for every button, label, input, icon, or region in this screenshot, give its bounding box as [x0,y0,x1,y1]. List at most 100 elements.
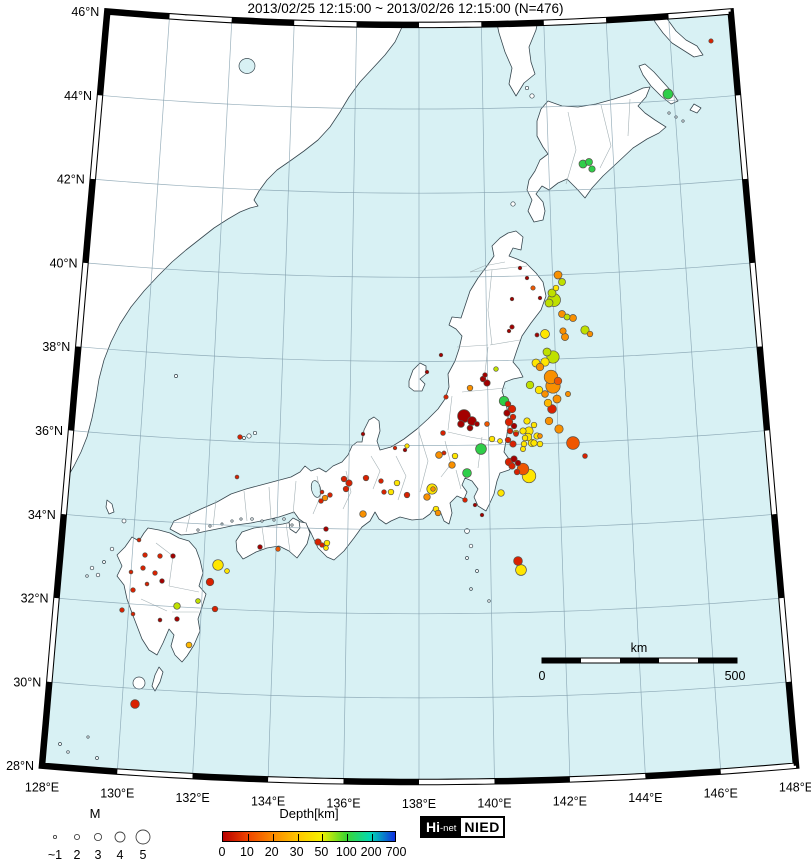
depth-bar-tick [372,834,374,841]
latitude-label: 36°N [35,424,63,438]
earthquake-marker [508,462,516,470]
depth-tick-label: 100 [335,845,357,859]
earthquake-marker [544,416,554,426]
depth-bar-tick [272,834,274,841]
earthquake-marker [708,38,714,44]
magnitude-size-sample [52,834,58,840]
earthquake-marker [488,435,496,443]
depth-legend-label: Depth[km] [279,806,339,821]
earthquake-marker [530,421,538,429]
depth-tick-label: 200 [360,845,382,859]
earthquake-marker [275,546,281,552]
latitude-label: 32°N [21,592,49,606]
earthquake-marker [381,489,387,495]
earthquake-marker [514,459,522,467]
longitude-label: 142°E [553,794,587,808]
depth-tick-label: 30 [289,845,304,859]
earthquake-marker [157,617,163,623]
earthquake-marker [513,431,519,437]
earthquake-marker [462,468,472,478]
earthquake-marker [503,409,511,417]
earthquake-marker [510,422,518,430]
scale-bar-unit: km [631,641,648,655]
earthquake-marker [544,298,554,308]
earthquake-marker [170,553,176,559]
earthquake-marker [563,313,571,321]
earthquake-marker [474,421,480,427]
earthquake-marker [448,461,456,469]
earthquake-marker [537,433,543,439]
earthquake-marker [504,436,512,444]
earthquake-marker [130,611,136,617]
earthquake-marker [559,327,567,335]
latitude-label: 44°N [64,89,92,103]
magnitude-size-sample [114,831,126,843]
earthquake-marker [553,270,563,280]
earthquake-marker [566,436,580,450]
depth-tick-label: 20 [264,845,279,859]
earthquake-marker [128,569,134,575]
earthquake-marker [466,424,474,432]
magnitude-legend-label: M [89,806,101,821]
earthquake-marker [479,512,485,518]
earthquake-marker [314,538,322,546]
earthquake-marker [506,427,514,435]
longitude-label: 140°E [477,796,511,810]
earthquake-marker [457,420,465,428]
earthquake-marker [152,570,158,576]
earthquake-marker [525,380,535,390]
earthquake-marker [537,295,543,301]
earthquake-marker [534,332,540,338]
earthquake-marker [340,475,348,483]
longitude-label: 138°E [402,797,436,811]
earthquake-marker [510,455,518,463]
earthquake-marker [195,598,201,604]
map-layers [42,11,796,782]
earthquake-marker [434,509,442,517]
scale-bar: km 0 500 [539,641,746,683]
earthquake-marker [535,362,545,372]
earthquake-marker [211,605,219,613]
magnitude-tick-label: 4 [117,848,124,861]
earthquake-marker [552,284,560,292]
earthquake-marker [530,285,536,291]
earthquake-marker [224,568,230,574]
magnitude-tick-label: 2 [74,848,81,861]
earthquake-marker [484,421,490,427]
latitude-label: 42°N [57,173,85,187]
earthquake-marker [435,451,443,459]
earthquake-marker [323,526,329,532]
earthquake-marker [540,329,550,339]
earthquake-marker [504,400,512,408]
longitude-label: 136°E [326,796,360,810]
magnitude-size-sample [135,829,151,845]
earthquake-marker [541,390,549,398]
depth-bar-tick [347,834,349,841]
hinet-logo-hi: Hi [426,819,440,835]
earthquake-marker [402,447,408,453]
earthquake-marker [493,366,499,372]
depth-tick-label: 0 [218,845,226,859]
earthquake-marker [497,489,505,497]
earthquake-marker [362,474,370,482]
depth-bar-tick [247,834,249,841]
magnitude-legend: ~1 2 3 4 5 [48,829,151,861]
earthquake-marker [553,376,563,386]
earthquake-marker [515,564,527,576]
earthquake-marker [319,489,325,495]
earthquake-marker [507,404,517,414]
earthquake-marker [359,510,367,518]
scale-bar-end: 500 [725,669,746,683]
earthquake-marker [513,468,521,476]
map-frame [38,7,800,786]
earthquake-marker [509,296,515,302]
earthquake-marker [136,537,142,543]
earthquake-marker [130,587,136,593]
earthquake-marker [547,404,557,414]
earthquake-markers [119,38,714,709]
earthquake-marker [547,288,557,298]
longitude-label: 132°E [175,791,209,805]
earthquake-marker [424,369,430,375]
latitude-label: 30°N [13,675,41,689]
magnitude-tick-label: 5 [140,848,147,861]
